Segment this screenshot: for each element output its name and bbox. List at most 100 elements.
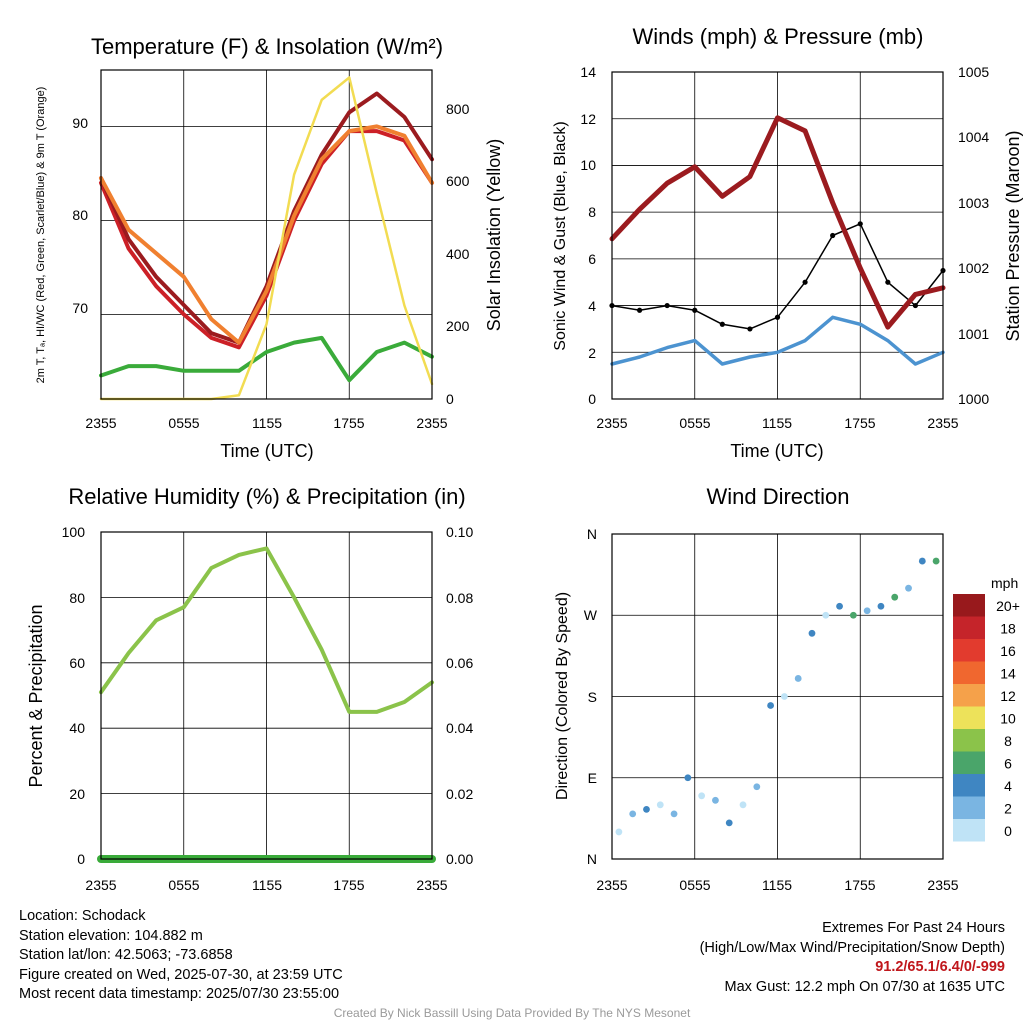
pressure-ytick: 1004 xyxy=(958,129,989,145)
pressure-ytick: 1005 xyxy=(958,64,989,80)
legend-swatch xyxy=(953,729,985,752)
station-latlon: Station lat/lon: 42.5063; -73.6858 xyxy=(19,947,233,963)
precip-ytick: 0.08 xyxy=(446,590,473,606)
legend-swatch xyxy=(953,796,985,819)
sonic-wind-line xyxy=(610,315,945,366)
station-info: Location: Schodack Station elevation: 10… xyxy=(19,907,343,1005)
precip-ytick: 0.10 xyxy=(446,524,473,540)
temperature-xtick: 1155 xyxy=(252,415,282,431)
legend-label: 8 xyxy=(1004,733,1012,749)
temperature-title: Temperature (F) & Insolation (W/m²) xyxy=(91,34,443,59)
gust-point xyxy=(857,221,863,227)
temperature-9m-line xyxy=(99,124,434,345)
recent-timestamp: Most recent data timestamp: 2025/07/30 2… xyxy=(19,986,340,1002)
wind-direction-points xyxy=(615,557,940,836)
legend-label: 2 xyxy=(1004,801,1012,817)
direction-point xyxy=(836,602,843,610)
gust-point xyxy=(830,232,836,239)
gust-point xyxy=(664,302,670,309)
temperature-ytick: 70 xyxy=(72,300,88,316)
precip-ytick: 0.04 xyxy=(446,720,473,736)
direction-point xyxy=(725,819,733,827)
pressure-ytick: 1002 xyxy=(958,260,989,276)
wind-direction-title: Wind Direction xyxy=(706,484,849,509)
direction-point xyxy=(670,810,678,818)
legend-label: 14 xyxy=(1000,666,1016,682)
direction-point xyxy=(656,801,664,809)
humidity-grid xyxy=(100,532,433,859)
figure-created: Figure created on Wed, 2025-07-30, at 23… xyxy=(19,966,343,983)
direction-point xyxy=(794,675,802,682)
legend-swatch xyxy=(953,774,985,797)
wind-ytick: 14 xyxy=(580,64,596,80)
speed-legend-boxes: 20+ 18 16 14 12 10 8 6 4 2 0 xyxy=(953,594,1020,842)
wind-ytick: 10 xyxy=(580,157,596,173)
humidity-title: Relative Humidity (%) & Precipitation (i… xyxy=(68,484,465,509)
direction-point xyxy=(905,584,912,592)
pressure-ytick: 1001 xyxy=(958,326,989,342)
wind-ytick: 8 xyxy=(588,204,596,220)
direction-ytick: N xyxy=(587,851,597,867)
speed-legend: mph 20+ 18 16 14 12 10 8 6 4 2 0 xyxy=(953,575,1020,842)
humidity-xtick: 1755 xyxy=(333,877,364,893)
humidity-ytick: 80 xyxy=(69,590,85,606)
legend-swatch xyxy=(953,684,985,707)
temperature-ytick: 80 xyxy=(72,207,88,223)
pressure-ylabel: Station Pressure (Maroon) xyxy=(1003,130,1023,341)
gust-point xyxy=(692,307,698,313)
precip-ytick: 0.00 xyxy=(446,851,473,867)
gust-point xyxy=(912,302,919,309)
wind-ytick: 2 xyxy=(588,345,596,361)
humidity-line xyxy=(99,546,434,714)
wind-grid xyxy=(611,72,944,399)
direction-point xyxy=(918,557,926,565)
extremes-values: 91.2/65.1/6.4/0/-999 xyxy=(875,959,1005,975)
legend-label: 10 xyxy=(1000,711,1016,727)
humidity-y-ticks: 0 20 40 60 80 100 xyxy=(62,524,86,867)
wind-ylabel: Sonic Wind & Gust (Blue, Black) xyxy=(552,121,569,350)
insolation-ytick: 0 xyxy=(446,391,454,407)
direction-ytick: W xyxy=(584,607,598,623)
humidity-xtick: 1155 xyxy=(252,877,282,893)
pressure-y-ticks: 1000 1001 1002 1003 1004 1005 xyxy=(958,64,989,407)
gust-point xyxy=(774,314,781,320)
direction-point xyxy=(808,629,816,637)
pressure-line xyxy=(609,115,946,330)
humidity-ytick: 100 xyxy=(62,524,86,540)
insolation-ytick: 200 xyxy=(446,318,470,334)
temperature-xtick: 0555 xyxy=(168,415,199,431)
precip-ytick: 0.06 xyxy=(446,655,473,671)
wind-direction-grid xyxy=(611,534,944,859)
humidity-ytick: 60 xyxy=(69,655,85,671)
wind-direction-ylabel: Direction (Colored By Speed) xyxy=(554,592,571,800)
gust-point xyxy=(802,279,808,285)
direction-ytick: N xyxy=(587,526,597,542)
humidity-x-ticks: 2355 0555 1155 1755 2355 xyxy=(85,877,447,893)
wind-direction-panel: Wind Direction N E S W N 2355 0555 1155 … xyxy=(554,484,1020,893)
insolation-ytick: 400 xyxy=(446,246,470,262)
gust-point xyxy=(885,279,891,285)
legend-label: 0 xyxy=(1004,823,1012,839)
direction-point xyxy=(698,792,706,800)
temperature-xtick: 2355 xyxy=(416,415,447,431)
temperature-2m-line xyxy=(99,129,434,350)
legend-label: 6 xyxy=(1004,756,1012,772)
direction-xtick: 1755 xyxy=(844,877,875,893)
wind-xtick: 1155 xyxy=(762,415,792,431)
direction-xtick: 0555 xyxy=(679,877,710,893)
temperature-xtick: 1755 xyxy=(333,415,364,431)
gust-point xyxy=(719,321,725,327)
temperature-panel: Temperature (F) & Insolation (W/m²) 70 8… xyxy=(35,34,504,461)
wind-xtick: 2355 xyxy=(927,415,958,431)
wind-ytick: 0 xyxy=(588,391,596,407)
wind-direction-plot-frame xyxy=(611,533,944,860)
temperature-y2-ticks: 0 200 400 600 800 xyxy=(446,101,470,407)
direction-point xyxy=(739,801,747,809)
legend-label: 18 xyxy=(1000,621,1016,637)
station-location: Location: Schodack xyxy=(19,908,146,924)
direction-point xyxy=(753,783,761,791)
temperature-plot-frame xyxy=(100,69,433,400)
dewpoint-line xyxy=(99,335,434,383)
humidity-xtick: 2355 xyxy=(85,877,116,893)
wind-ytick: 12 xyxy=(580,111,596,127)
